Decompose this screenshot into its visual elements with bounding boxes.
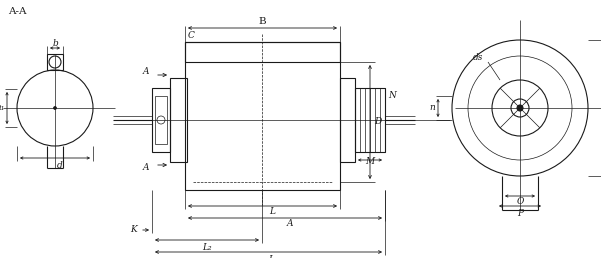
Text: A: A: [142, 68, 149, 77]
Text: M: M: [365, 157, 374, 166]
Text: n: n: [429, 103, 435, 112]
Text: h₁: h₁: [0, 103, 5, 112]
Text: A: A: [142, 164, 149, 173]
Text: L₂: L₂: [202, 243, 212, 252]
Bar: [355, 88, 385, 152]
Bar: [155, 96, 167, 144]
Text: L₁: L₁: [268, 254, 278, 258]
Text: A-A: A-A: [8, 7, 26, 17]
Text: L: L: [269, 207, 275, 216]
Text: P: P: [517, 208, 523, 217]
Text: O: O: [516, 198, 523, 206]
Text: B: B: [258, 17, 266, 26]
Text: N: N: [388, 92, 396, 101]
Text: A: A: [287, 220, 293, 229]
Bar: [152, 88, 170, 152]
Bar: [185, 42, 340, 190]
Bar: [47, 54, 63, 70]
Text: K: K: [130, 225, 138, 235]
Bar: [185, 42, 340, 62]
Text: b: b: [52, 38, 58, 47]
Text: d: d: [57, 160, 63, 170]
Bar: [340, 78, 355, 162]
Text: ds: ds: [473, 53, 483, 62]
Text: D: D: [374, 117, 382, 126]
Circle shape: [517, 105, 523, 111]
Text: C: C: [188, 30, 195, 39]
Bar: [170, 78, 187, 162]
Circle shape: [53, 107, 56, 109]
